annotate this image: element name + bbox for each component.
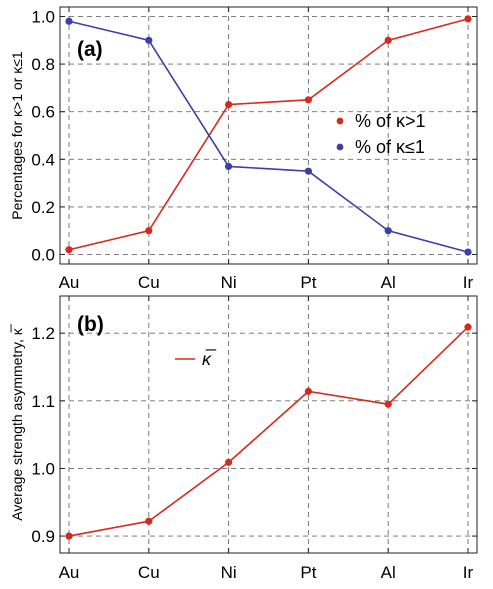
x-tick-label: Ni (221, 563, 237, 582)
y-tick-label: 1.2 (31, 324, 55, 343)
data-point (304, 167, 312, 175)
y-tick-label: 0.8 (31, 55, 55, 74)
x-tick-label: Au (59, 273, 80, 292)
x-tick-label: Ir (463, 563, 474, 582)
data-point (464, 248, 472, 256)
panel-a: Au Cu Ni Pt Al Ir 0.0 0.2 0.4 0.6 0.8 1.0 Percentage… (9, 6, 478, 292)
panel-label: (a) (77, 38, 103, 61)
data-point (145, 227, 153, 235)
data-point (384, 400, 392, 408)
y-tick-label: 0.2 (31, 198, 55, 217)
x-tick-label: Au (59, 563, 80, 582)
data-point (384, 227, 392, 235)
data-point (464, 323, 472, 331)
data-point (225, 100, 233, 109)
y-tick-label: 0.4 (31, 150, 55, 169)
plot-frame (59, 295, 478, 554)
x-tick-label: Ir (463, 273, 474, 292)
y-tick-label: 1.0 (31, 459, 55, 478)
data-point (464, 15, 472, 23)
panel-label: (b) (77, 313, 104, 336)
legend-marker (336, 117, 344, 125)
legend-marker (336, 143, 344, 151)
y-tick-label: 0.0 (31, 245, 55, 264)
y-tick-label: 0.9 (31, 527, 55, 546)
data-point (65, 246, 73, 254)
data-point (65, 532, 73, 540)
data-point (225, 458, 233, 466)
series-line (68, 18, 469, 251)
series-line (68, 20, 469, 253)
data-point (225, 162, 233, 171)
panel-b: Au Cu Ni Pt Al Ir 0.9 1.0 1.1 1.2 Average strength… (9, 295, 478, 582)
y-axis-label: Percentages for κ>1 or κ≤1 (9, 51, 25, 220)
x-tick-label: Al (381, 563, 396, 582)
x-tick-label: Ni (221, 273, 237, 292)
x-tick-label: Cu (138, 563, 160, 582)
data-point (65, 17, 73, 25)
legend-label: % of κ≤1 (355, 137, 425, 157)
y-axis-label: Average strength asymmetry, κ̅ (9, 323, 25, 520)
x-tick-label: Pt (300, 273, 316, 292)
y-tick-label: 1.0 (31, 8, 55, 27)
x-tick-label: Cu (138, 273, 160, 292)
series-line (68, 326, 469, 537)
data-point (145, 36, 153, 44)
x-tick-label: Pt (300, 563, 316, 582)
y-tick-label: 0.6 (31, 103, 55, 122)
x-tick-label: Al (381, 273, 396, 292)
legend-label: κ̅ (202, 349, 217, 369)
plot-frame (59, 6, 478, 265)
data-point (304, 96, 312, 104)
data-point (304, 387, 312, 395)
data-point (145, 517, 153, 525)
data-point (384, 36, 392, 44)
legend-label: % of κ>1 (355, 111, 426, 131)
y-tick-label: 1.1 (31, 392, 55, 411)
